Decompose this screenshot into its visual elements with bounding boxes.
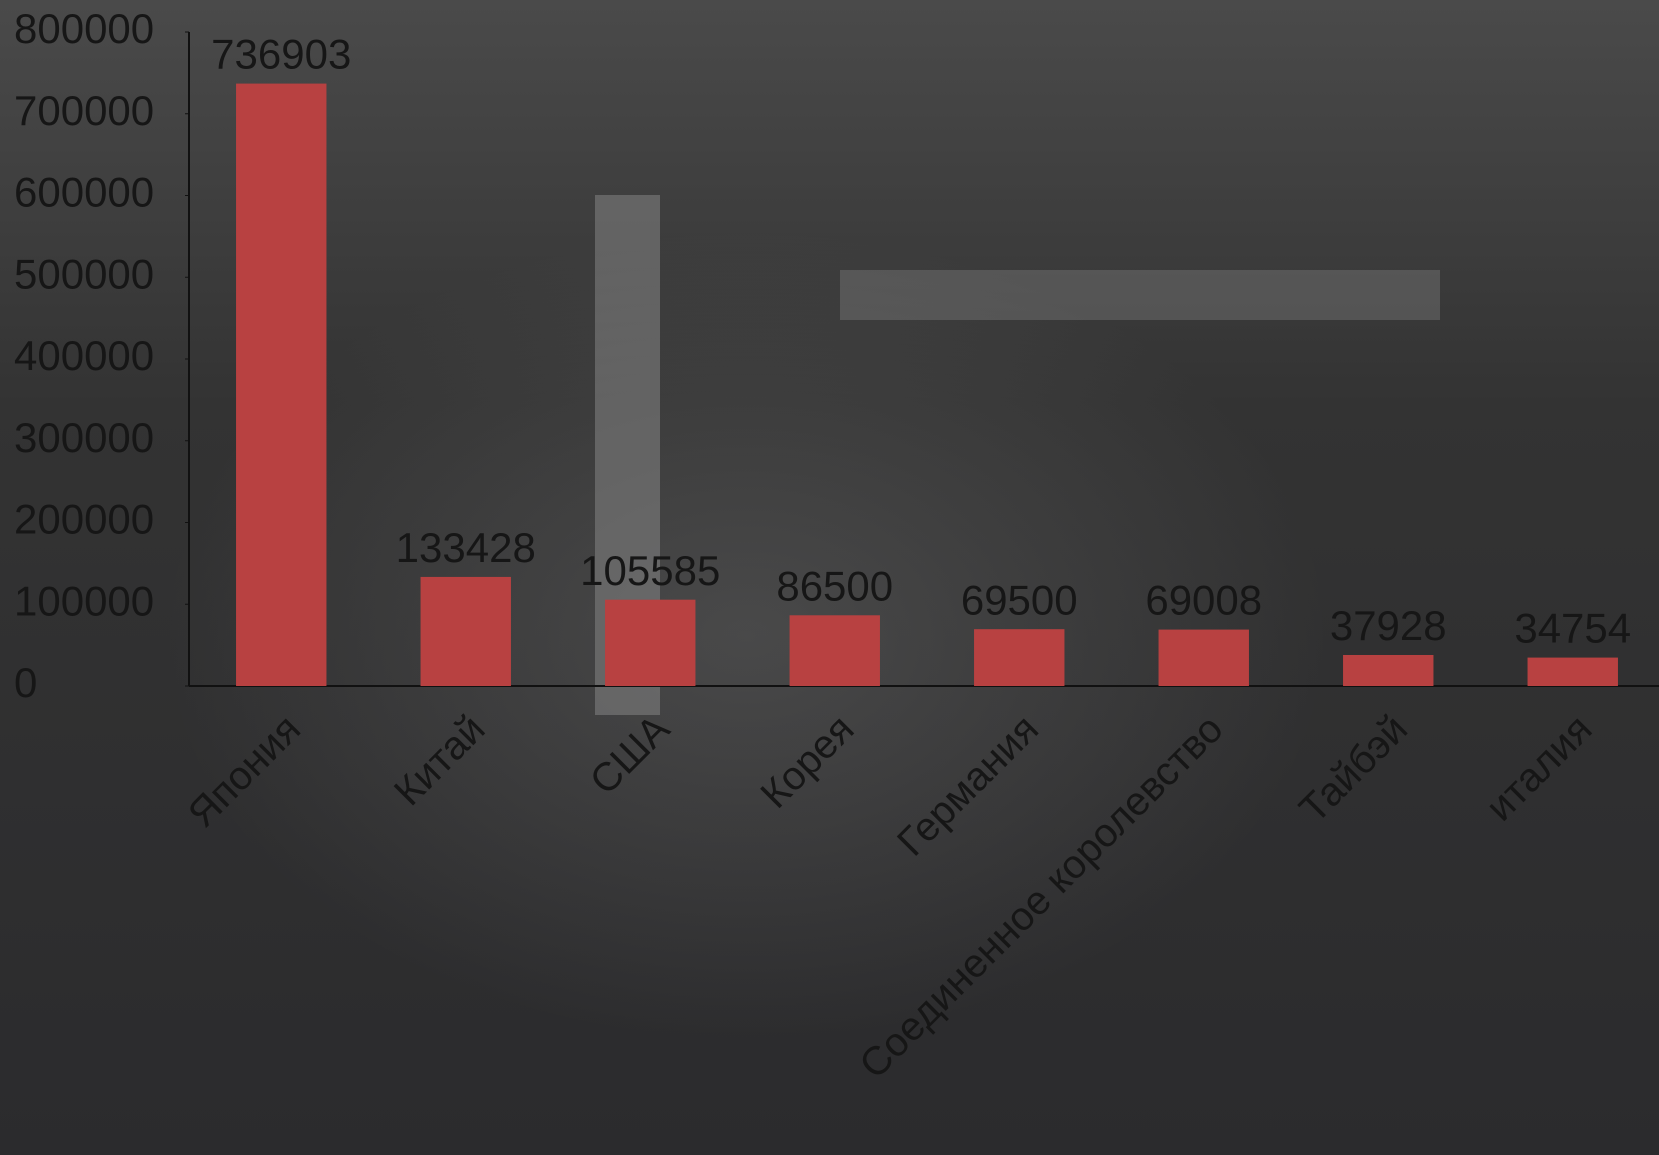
value-label: 105585 xyxy=(580,547,720,594)
y-tick-label: 100000 xyxy=(14,577,154,624)
y-tick-label: 500000 xyxy=(14,250,154,297)
bar xyxy=(1158,629,1249,686)
bar xyxy=(789,615,880,686)
bar xyxy=(974,629,1065,686)
y-tick-label: 400000 xyxy=(14,332,154,379)
value-label: 133428 xyxy=(396,524,536,571)
value-label: 86500 xyxy=(776,562,893,609)
value-label: 69500 xyxy=(961,576,1078,623)
value-label: 736903 xyxy=(211,31,351,78)
value-label: 34754 xyxy=(1514,605,1631,652)
y-tick-label: 700000 xyxy=(14,87,154,134)
bar xyxy=(420,576,511,686)
y-tick-label: 300000 xyxy=(14,414,154,461)
bar xyxy=(1343,654,1434,686)
bar xyxy=(1527,657,1618,686)
bar xyxy=(236,83,327,687)
y-tick-label: 0 xyxy=(14,659,37,706)
background-softbox xyxy=(840,270,1440,320)
y-tick-label: 800000 xyxy=(14,5,154,52)
y-tick-label: 200000 xyxy=(14,496,154,543)
bar xyxy=(605,599,696,686)
value-label: 37928 xyxy=(1330,602,1447,649)
value-label: 69008 xyxy=(1145,577,1262,624)
y-tick-label: 600000 xyxy=(14,169,154,216)
